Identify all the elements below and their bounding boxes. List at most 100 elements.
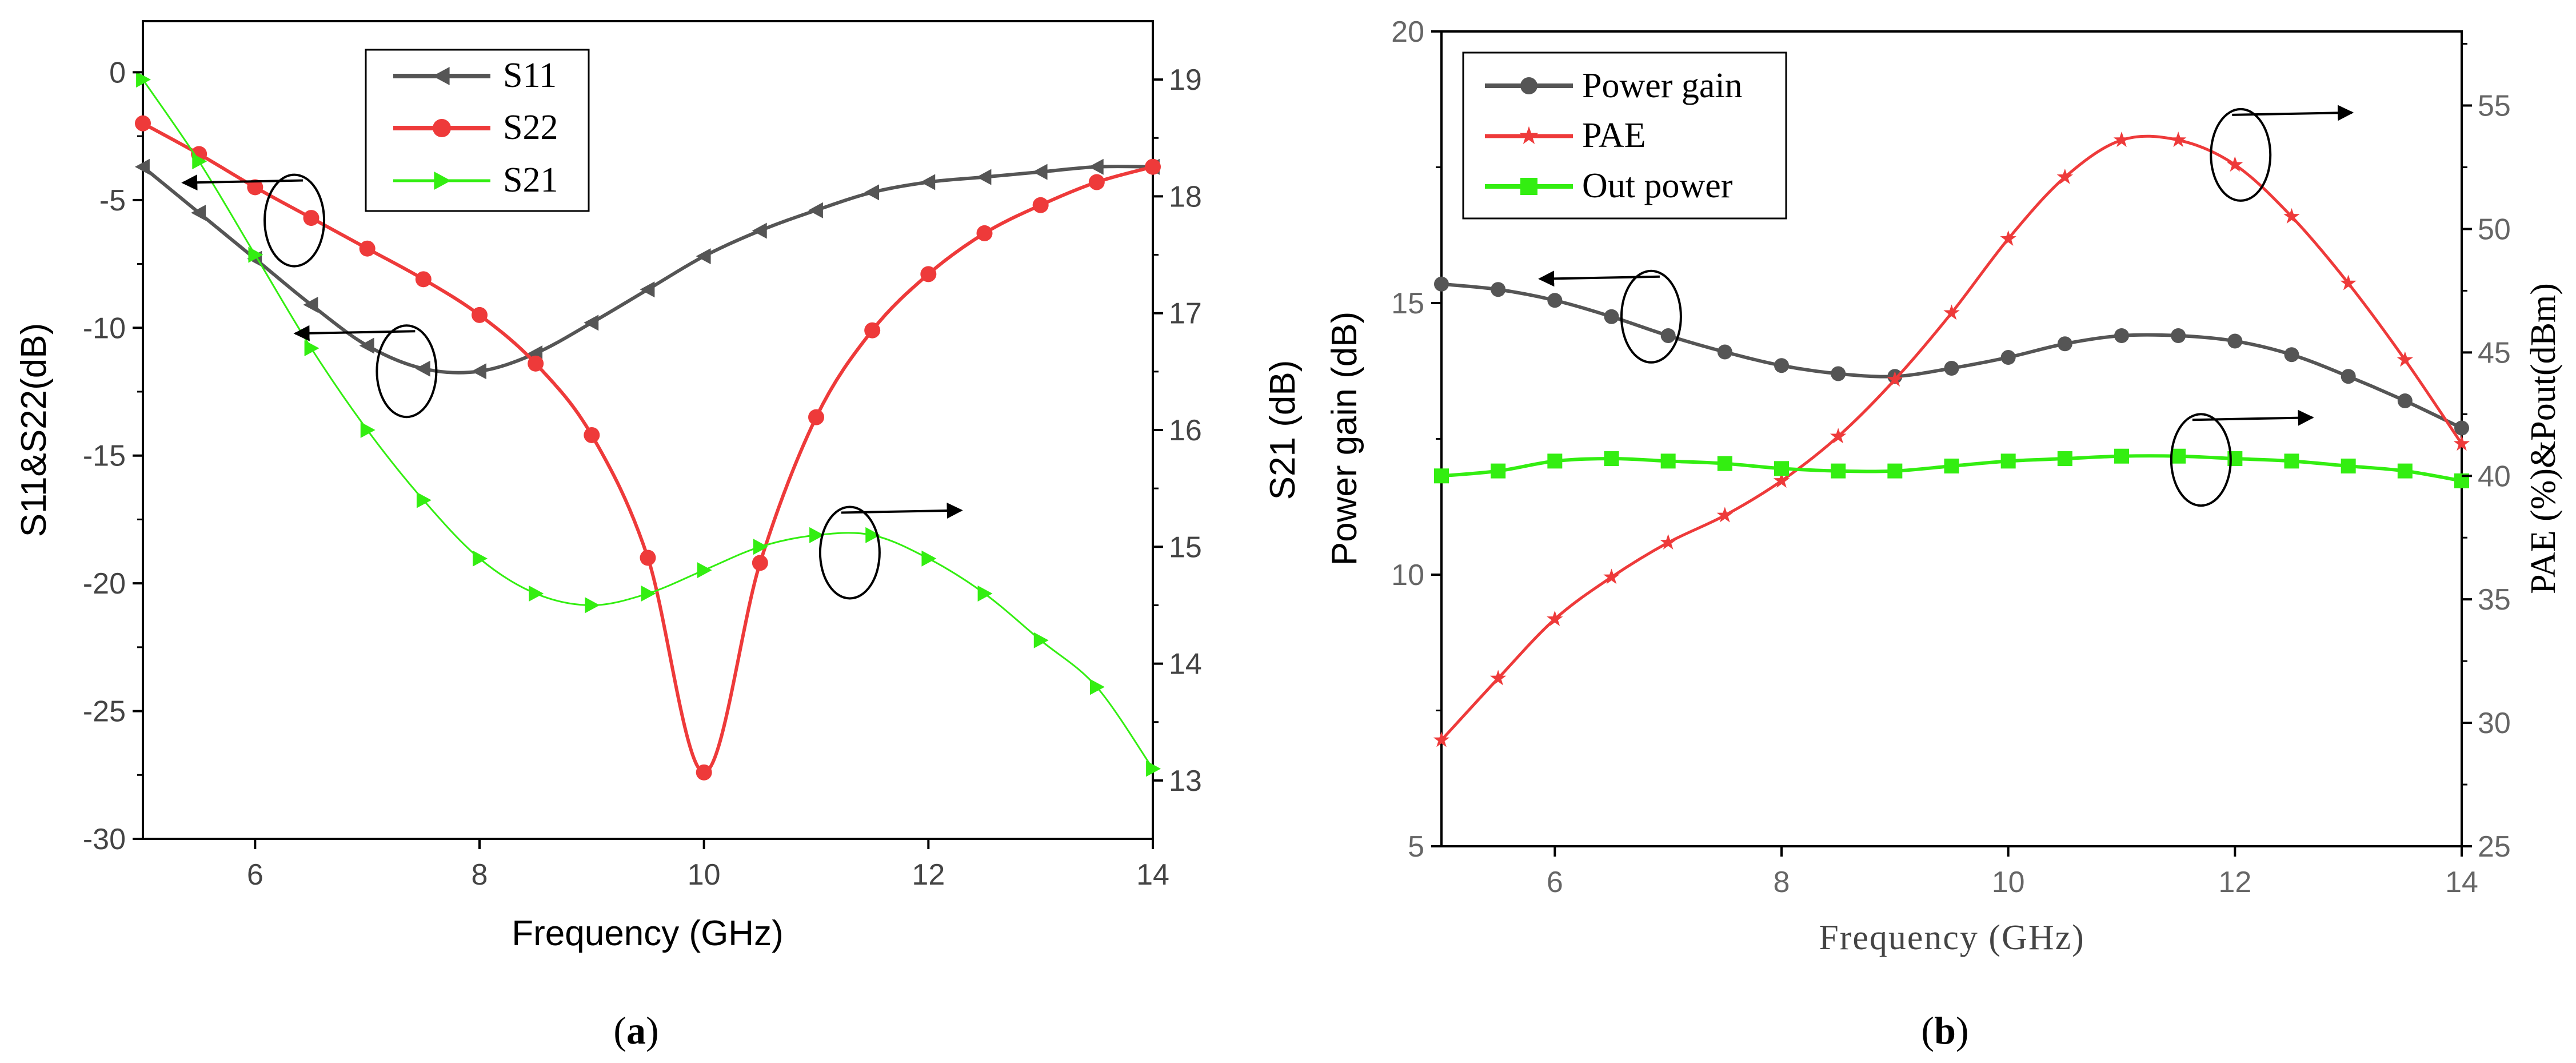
data-point-out-power (1434, 468, 1449, 484)
data-point-out-power (1547, 453, 1563, 469)
panel-label-a: (a) (613, 1009, 658, 1052)
series-s11 (135, 158, 1160, 380)
data-point-s22 (303, 210, 319, 226)
y-axis-label: Power gain (dB) (1325, 312, 1364, 566)
data-point-power-gain (2227, 333, 2243, 349)
data-point-out-power (1717, 456, 1732, 471)
data-point-s22 (808, 409, 824, 425)
data-point-pae (1943, 304, 1960, 320)
chart-panel-a: 6 8 10 12 14 0 -5 -10 -15 -20 -25 -30 13 14 15 16 17 18 19… (14, 20, 1303, 1052)
data-point-out-power (2171, 448, 2186, 464)
y2-tick-label: 45 (2478, 336, 2511, 369)
y-tick-label: -30 (83, 823, 126, 856)
y2-tick-label: 50 (2478, 213, 2511, 246)
data-point-s22 (528, 355, 544, 372)
data-point-pae (1830, 428, 1847, 444)
data-point-pae (1716, 507, 1734, 523)
data-point-power-gain (1491, 282, 1506, 297)
data-point-s11 (191, 205, 206, 221)
data-point-s21 (977, 586, 993, 602)
x-tick-label: 8 (1774, 866, 1790, 899)
data-point-s21 (865, 527, 881, 543)
data-point-pae (2170, 132, 2187, 148)
data-point-s11 (135, 158, 150, 175)
series-power-gain (1434, 276, 2469, 436)
data-point-pae (2283, 208, 2300, 224)
data-point-s22 (976, 225, 993, 241)
data-point-s11 (808, 202, 823, 218)
x-tick-label: 8 (472, 858, 488, 891)
data-point-power-gain (2057, 336, 2072, 352)
data-point-s21 (304, 340, 319, 356)
data-point-pae (2453, 435, 2470, 451)
data-point-s11 (920, 174, 936, 190)
y2-tick-label: 15 (1169, 531, 1202, 564)
data-point-s21 (921, 550, 937, 567)
chart-panel-b: 6 8 10 12 14 5 10 15 20 25 30 35 40 45 50 55 Power gain… (1325, 15, 2563, 1052)
data-point-s11 (472, 363, 486, 380)
data-point-out-power (2057, 451, 2072, 467)
data-point-s21 (360, 422, 376, 438)
data-point-s22 (584, 427, 600, 443)
data-point-s21 (473, 550, 488, 567)
series-line-s22 (142, 122, 1153, 774)
data-point-s11 (864, 184, 880, 201)
y2-tick-label: 16 (1169, 414, 1202, 447)
data-point-power-gain (1774, 358, 1789, 373)
x-tick-label: 14 (1136, 858, 1169, 891)
x-tick-label: 10 (688, 858, 721, 891)
annotation-ellipse (263, 173, 326, 268)
y-tick-label: 5 (1408, 830, 1424, 863)
data-point-s22 (920, 266, 937, 282)
y2-tick-label: 25 (2478, 830, 2511, 863)
x-tick-label: 6 (247, 858, 263, 891)
legend-label-out-power: Out power (1582, 166, 1733, 205)
data-point-out-power (1774, 461, 1789, 476)
data-point-s21 (136, 71, 151, 88)
data-point-s22 (696, 764, 712, 781)
series-layer (135, 71, 1161, 781)
axes-layer: 6 8 10 12 14 0 -5 -10 -15 -20 -25 -30 13 14 15 16 17 18 19 (83, 56, 1202, 891)
legend: Power gain PAE Out power (1462, 51, 1787, 220)
y2-tick-label: 55 (2478, 90, 2511, 123)
series-line-pae (1440, 134, 2463, 742)
data-point-out-power (2284, 453, 2299, 469)
annotation-layer (1538, 105, 2354, 507)
series-line-s21 (142, 79, 1154, 770)
arrow-left (1538, 270, 1660, 287)
legend-label-s22: S22 (503, 108, 558, 147)
data-point-out-power (1660, 453, 1676, 469)
data-point-pae (2227, 156, 2243, 172)
data-point-power-gain (1831, 366, 1846, 381)
data-point-power-gain (2341, 369, 2356, 384)
data-point-s11 (976, 169, 992, 185)
data-point-s11 (696, 248, 711, 265)
data-point-s22 (1032, 197, 1049, 213)
data-point-s21 (416, 492, 432, 508)
data-point-s22 (864, 322, 881, 339)
arrow-right (841, 502, 963, 519)
data-point-power-gain (1434, 276, 1449, 292)
legend-marker-s22 (433, 119, 451, 137)
annotation-layer (181, 173, 963, 600)
y-tick-label: -10 (83, 312, 126, 345)
legend-swatches (1485, 77, 1573, 195)
data-point-s21 (641, 586, 656, 602)
series-out-power (1434, 448, 2469, 488)
data-point-s22 (640, 550, 656, 566)
y-tick-label: 20 (1391, 15, 1424, 49)
data-point-pae (2340, 274, 2357, 290)
y2-tick-label: 14 (1169, 648, 1202, 681)
x-tick-label: 12 (2218, 866, 2251, 899)
y2-tick-label: 17 (1169, 297, 1202, 331)
annotation-ellipse (1620, 269, 1682, 364)
y2-axis-label: PAE (%)&Pout(dBm) (2524, 283, 2563, 594)
data-point-pae (2000, 230, 2016, 246)
annotation-ellipse (818, 505, 881, 600)
data-point-pae (1547, 610, 1563, 626)
legend-swatches (393, 67, 490, 190)
data-point-power-gain (1717, 344, 1732, 360)
data-point-s21 (1033, 632, 1049, 648)
x-tick-label: 14 (2445, 866, 2478, 899)
y-tick-label: 15 (1391, 287, 1424, 320)
